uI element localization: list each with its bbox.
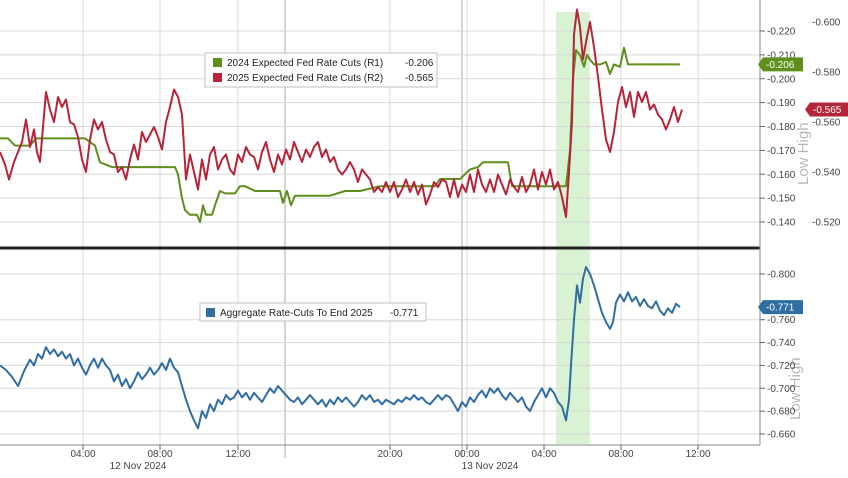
tick-label-bottom-5: -0.680: [767, 407, 796, 418]
legend-label-aggregate: Aggregate Rate-Cuts To End 2025: [220, 308, 373, 319]
badge-2024-last-bg: [758, 57, 803, 72]
badge-2024-last: -0.206: [766, 60, 795, 71]
tick-label-top-r1-1: -0.210: [767, 50, 796, 61]
x-tick-label-3: 20:00: [377, 449, 402, 460]
legend-top-box: [204, 52, 438, 88]
tick-label-bottom-6: -0.660: [767, 430, 796, 441]
x-tick-label-0: 04:00: [70, 449, 95, 460]
tick-label-bottom-1: -0.760: [767, 315, 796, 326]
tick-label-bottom-0: -0.800: [767, 270, 796, 281]
x-date-label-0: 12 Nov 2024: [110, 461, 167, 472]
axis-layer: -0.220 -0.210 -0.200 -0.190 -0.180 -0.170 -0.1…: [760, 18, 841, 441]
legend-label-2025: 2025 Expected Fed Rate Cuts (R2): [227, 73, 383, 84]
x-tick-label-6: 08:00: [608, 449, 633, 460]
x-axis: 04:00 08:00 12:00 20:00 00:00 04:00 08:00 12:00…: [70, 445, 711, 472]
x-tick-label-2: 12:00: [225, 449, 250, 460]
tick-label-top-r1-0: -0.220: [767, 27, 796, 38]
badge-2025-last: -0.565: [813, 105, 842, 116]
badge-aggregate-last: -0.771: [766, 303, 795, 314]
tick-label-top-r2-3: -0.540: [812, 168, 841, 179]
badge-layer: -0.206 -0.565 -0.771: [758, 57, 848, 315]
series-line-aggregate: [0, 266, 681, 430]
x-tick-label-5: 04:00: [531, 449, 556, 460]
legend-swatch-2024: [213, 58, 222, 67]
series-line-2025: [0, 8, 683, 218]
tick-label-bottom-3: -0.720: [767, 361, 796, 372]
badge-aggregate-last-bg: [758, 300, 803, 315]
tick-label-top-r1-3: -0.190: [767, 98, 796, 109]
legend-bottom: Aggregate Rate-Cuts To End 2025 -0.771: [199, 302, 427, 322]
tick-label-top-r1-5: -0.170: [767, 146, 796, 157]
tick-label-top-r2-4: -0.520: [812, 218, 841, 229]
legend-swatch-aggregate: [206, 308, 215, 317]
series-layer: [0, 8, 683, 430]
tick-label-top-r2-1: -0.580: [812, 68, 841, 79]
tick-label-top-r1-7: -0.150: [767, 194, 796, 205]
x-tick-label-1: 08:00: [147, 449, 172, 460]
legend-bottom-box: [199, 302, 427, 322]
legend-swatch-2025: [213, 73, 222, 82]
legend-label-2024: 2024 Expected Fed Rate Cuts (R1): [227, 58, 383, 69]
series-line-2024: [0, 46, 680, 223]
tick-label-top-r2-0: -0.600: [812, 18, 841, 29]
tick-label-top-r2-2: -0.560: [812, 118, 841, 129]
tick-label-bottom-4: -0.700: [767, 384, 796, 395]
side-label-top: Low High: [795, 122, 812, 185]
tick-label-bottom-2: -0.740: [767, 338, 796, 349]
side-label-bottom: Low High: [787, 357, 804, 420]
x-date-label-1: 13 Nov 2024: [462, 461, 519, 472]
legend-value-2025: -0.565: [405, 73, 434, 84]
tick-label-top-r1-8: -0.140: [767, 218, 796, 229]
tick-label-top-r1-6: -0.160: [767, 170, 796, 181]
tick-label-top-r1-4: -0.180: [767, 122, 796, 133]
legend-value-2024: -0.206: [405, 58, 434, 69]
legend-top: 2024 Expected Fed Rate Cuts (R1) -0.206 …: [204, 52, 438, 88]
x-tick-label-7: 12:00: [685, 449, 710, 460]
legend-value-aggregate: -0.771: [390, 308, 419, 319]
tick-label-top-r1-2: -0.200: [767, 74, 796, 85]
x-tick-label-4: 00:00: [454, 449, 479, 460]
badge-2025-last-bg: [805, 102, 848, 117]
